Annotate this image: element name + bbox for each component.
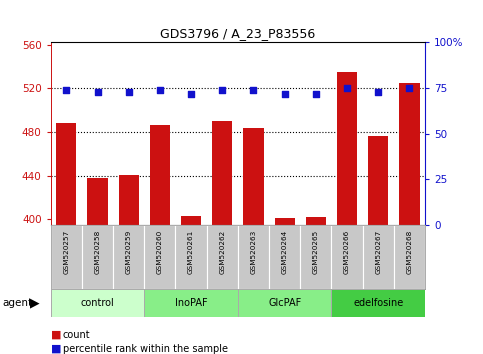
Point bbox=[281, 91, 288, 96]
Point bbox=[156, 87, 164, 93]
Text: GSM520263: GSM520263 bbox=[251, 230, 256, 274]
Text: GSM520258: GSM520258 bbox=[95, 230, 100, 274]
Text: count: count bbox=[63, 330, 90, 339]
Point bbox=[94, 89, 101, 95]
Point bbox=[374, 89, 382, 95]
Point bbox=[406, 85, 413, 91]
Text: agent: agent bbox=[2, 298, 32, 308]
Bar bbox=[269, 225, 300, 289]
Text: ▶: ▶ bbox=[30, 296, 40, 309]
Point bbox=[62, 87, 70, 93]
Bar bbox=[56, 123, 76, 225]
Text: ■: ■ bbox=[51, 344, 61, 354]
Bar bbox=[144, 225, 175, 289]
Text: GSM520259: GSM520259 bbox=[126, 230, 132, 274]
Bar bbox=[368, 136, 388, 225]
Text: GSM520266: GSM520266 bbox=[344, 230, 350, 274]
Point bbox=[312, 91, 320, 96]
Bar bbox=[331, 289, 425, 317]
Text: GSM520260: GSM520260 bbox=[157, 230, 163, 274]
Bar bbox=[274, 218, 295, 225]
Text: InoPAF: InoPAF bbox=[175, 298, 207, 308]
Bar bbox=[243, 128, 264, 225]
Text: edelfosine: edelfosine bbox=[353, 298, 403, 308]
Bar bbox=[394, 225, 425, 289]
Bar bbox=[306, 217, 326, 225]
Text: GSM520257: GSM520257 bbox=[63, 230, 70, 274]
Point bbox=[343, 85, 351, 91]
Title: GDS3796 / A_23_P83556: GDS3796 / A_23_P83556 bbox=[160, 27, 315, 40]
Text: GSM520265: GSM520265 bbox=[313, 230, 319, 274]
Bar bbox=[337, 72, 357, 225]
Bar bbox=[238, 289, 331, 317]
Bar bbox=[118, 175, 139, 225]
Bar bbox=[331, 225, 363, 289]
Bar bbox=[207, 225, 238, 289]
Text: GSM520267: GSM520267 bbox=[375, 230, 381, 274]
Text: ■: ■ bbox=[51, 330, 61, 339]
Text: GSM520268: GSM520268 bbox=[406, 230, 412, 274]
Point bbox=[218, 87, 226, 93]
Bar bbox=[51, 289, 144, 317]
Bar bbox=[82, 225, 113, 289]
Bar bbox=[212, 121, 232, 225]
Bar bbox=[399, 83, 420, 225]
Bar bbox=[87, 178, 108, 225]
Text: GSM520261: GSM520261 bbox=[188, 230, 194, 274]
Bar bbox=[144, 289, 238, 317]
Bar bbox=[238, 225, 269, 289]
Point bbox=[125, 89, 132, 95]
Bar bbox=[150, 125, 170, 225]
Bar bbox=[51, 225, 82, 289]
Text: GSM520262: GSM520262 bbox=[219, 230, 225, 274]
Bar bbox=[363, 225, 394, 289]
Bar bbox=[113, 225, 144, 289]
Text: control: control bbox=[81, 298, 114, 308]
Point bbox=[187, 91, 195, 96]
Text: GlcPAF: GlcPAF bbox=[268, 298, 301, 308]
Text: percentile rank within the sample: percentile rank within the sample bbox=[63, 344, 228, 354]
Text: GSM520264: GSM520264 bbox=[282, 230, 288, 274]
Point bbox=[250, 87, 257, 93]
Bar bbox=[300, 225, 331, 289]
Bar bbox=[181, 216, 201, 225]
Bar bbox=[175, 225, 207, 289]
